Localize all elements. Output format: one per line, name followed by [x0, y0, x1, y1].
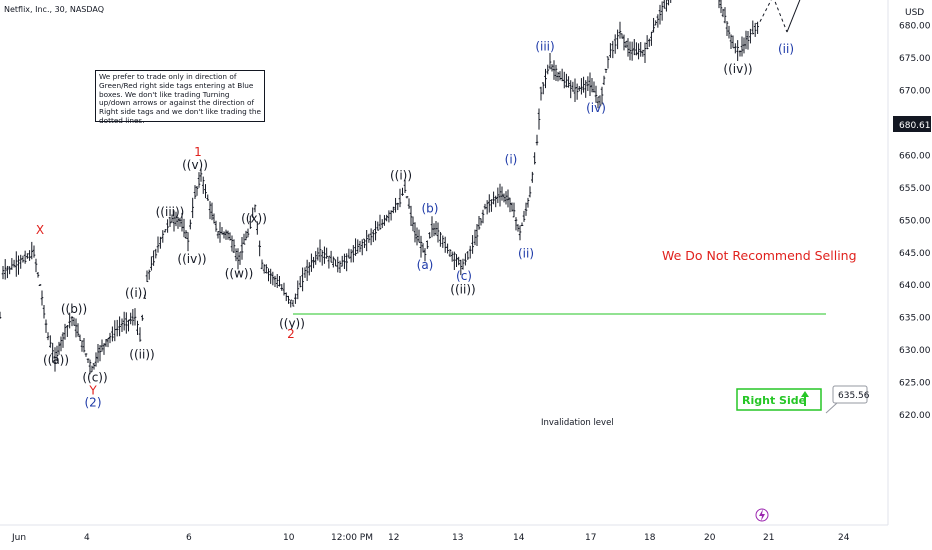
right-side-tag: Right Side: [736, 388, 822, 411]
time-tick-label: 13: [452, 533, 463, 543]
wave-label: (i): [505, 152, 518, 166]
wave-label: (b): [422, 202, 439, 216]
price-axis-ticks: 620.00 625.00 630.00 635.00 640.00 645.00 650.…: [899, 22, 931, 421]
price-series: [0, 0, 759, 375]
price-tick-label: 625.00: [899, 379, 931, 389]
wave-label: (ii): [518, 246, 534, 260]
symbol-title: Netflix, Inc., 30, NASDAQ: [4, 5, 104, 14]
wave-label: ((i)): [125, 286, 147, 300]
time-tick-label: 24: [838, 533, 850, 543]
last-price-value: 680.61: [899, 121, 931, 131]
wave-labels: X ((a)) ((b)) ((c))Y(2) ((i)) ((ii)) ((iii)) ((…: [36, 0, 794, 410]
callout-pointer: [825, 402, 838, 414]
time-tick-label: Jun: [11, 533, 26, 543]
currency-label: USD: [905, 8, 924, 18]
wave-label: (iii): [535, 39, 554, 53]
price-tick-label: 620.00: [899, 411, 931, 421]
recommendation-text: We Do Not Recommend Selling: [662, 248, 857, 263]
wave-label: ((x)): [241, 211, 267, 225]
wave-label: ((b)): [61, 302, 87, 316]
projection-path: [759, 0, 801, 33]
wave-label: (c): [456, 269, 472, 283]
price-tick-label: 660.00: [899, 151, 931, 161]
wave-label: Y: [88, 383, 97, 397]
right-side-label: Right Side: [742, 394, 806, 407]
wave-label: (iv): [586, 101, 606, 115]
time-tick-label: 17: [585, 533, 596, 543]
wave-label: ((iv)): [723, 62, 752, 76]
price-tick-label: 670.00: [899, 87, 931, 97]
projection-segment-dashed: [759, 0, 772, 22]
wave-label: ((i)): [390, 169, 412, 183]
wave-label: ((a)): [43, 353, 69, 367]
time-tick-label: 14: [513, 533, 525, 543]
wave-label: 2: [287, 327, 295, 341]
wave-label: ((w)): [225, 267, 254, 281]
wave-label: 1: [194, 145, 202, 159]
wave-label: ((y)): [279, 316, 305, 330]
last-price-tag: [893, 116, 931, 132]
time-tick-label: 12:00 PM: [331, 533, 373, 543]
wave-label: (a): [417, 258, 434, 272]
wave-label: ((c)): [82, 370, 107, 384]
price-tick-label: 680.00: [899, 22, 931, 32]
price-tick-label: 640.00: [899, 281, 931, 291]
price-tick-label: 645.00: [899, 249, 931, 259]
wave-label: ((iii)): [156, 205, 185, 219]
wave-label: (2): [85, 396, 102, 410]
time-axis-ticks: Jun 4 6 10 12:00 PM 12 13 14 17 18 20 21 24: [11, 533, 850, 543]
invalidation-price-box: [832, 385, 868, 404]
invalidation-price: 635.56: [838, 391, 870, 401]
price-tick-label: 650.00: [899, 216, 931, 226]
wave-label: X: [36, 223, 44, 237]
time-tick-label: 10: [283, 533, 295, 543]
price-tick-label: 675.00: [899, 54, 931, 64]
time-tick-label: 6: [186, 533, 192, 543]
wave-label: ((ii)): [450, 283, 475, 297]
invalidation-level-label: Invalidation level: [541, 418, 614, 428]
lightning-icon[interactable]: [755, 508, 769, 522]
projection-segment-dashed: [773, 0, 788, 33]
time-tick-label: 12: [388, 533, 399, 543]
time-tick-label: 20: [704, 533, 716, 543]
price-tick-label: 630.00: [899, 346, 931, 356]
arrow-up-icon: [801, 391, 809, 406]
price-tick-label: 655.00: [899, 184, 931, 194]
time-tick-label: 21: [763, 533, 774, 543]
wave-label: ((v)): [182, 158, 208, 172]
time-tick-label: 18: [644, 533, 656, 543]
wave-label: ((iv)): [177, 252, 206, 266]
trading-note: We prefer to trade only in direction of …: [95, 70, 265, 125]
projection-segment: [786, 0, 801, 33]
price-tick-label: 635.00: [899, 314, 931, 324]
time-tick-label: 4: [84, 533, 90, 543]
wave-label: ((ii)): [129, 348, 154, 362]
wave-label: (ii): [778, 42, 794, 56]
